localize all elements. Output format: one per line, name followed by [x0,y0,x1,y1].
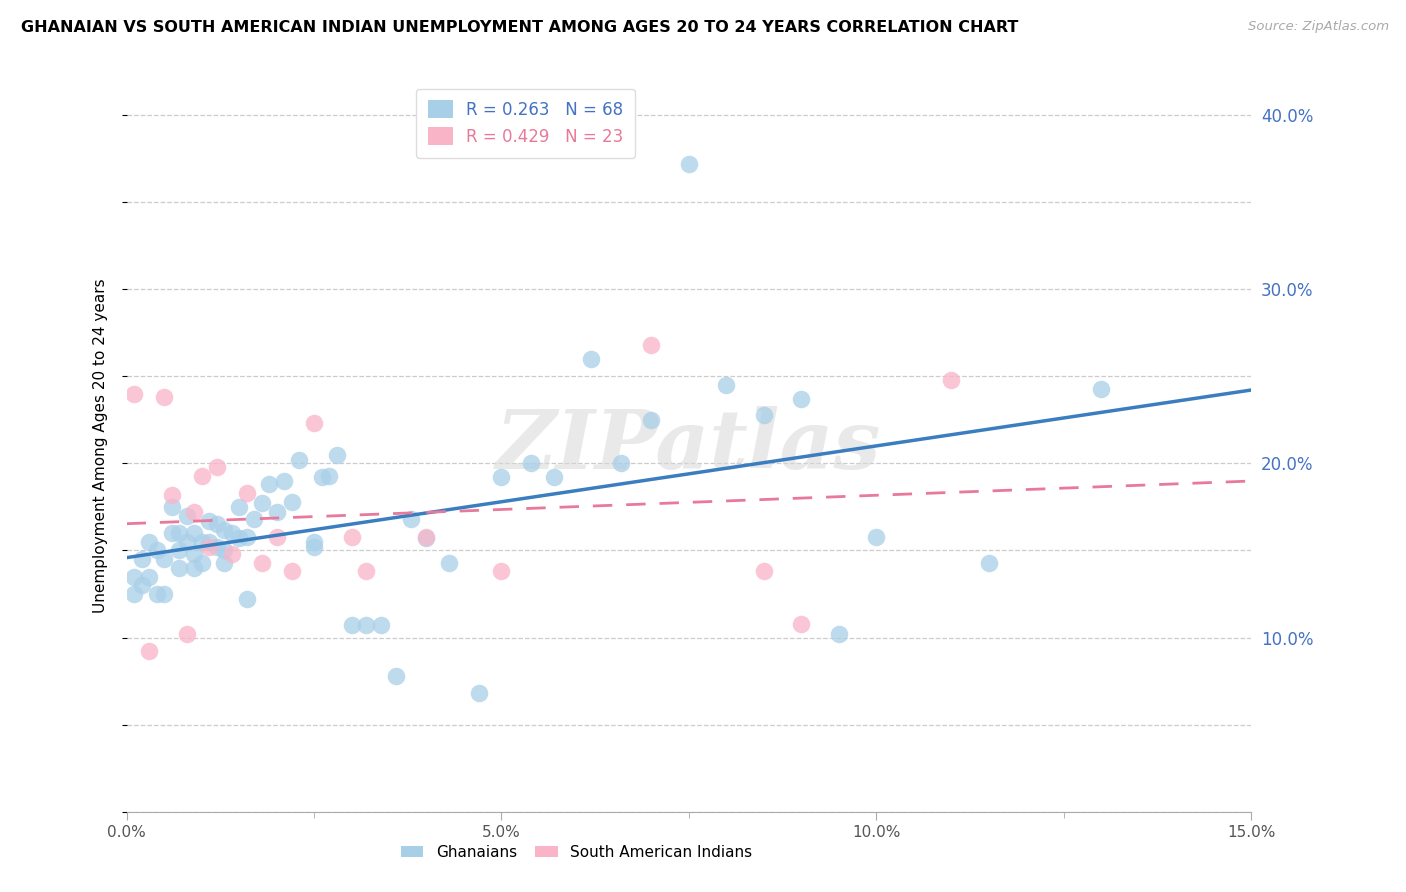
South American Indians [198,540,221,554]
Ghanaians [183,526,205,541]
South American Indians [752,565,775,579]
Ghanaians [581,351,603,366]
Ghanaians [288,453,311,467]
Ghanaians [183,547,205,561]
Ghanaians [437,556,460,570]
Ghanaians [122,587,145,601]
South American Indians [205,459,228,474]
Ghanaians [325,448,347,462]
Text: Source: ZipAtlas.com: Source: ZipAtlas.com [1249,20,1389,33]
Ghanaians [190,534,212,549]
Ghanaians [280,494,302,508]
Ghanaians [205,517,228,532]
Ghanaians [401,512,423,526]
Ghanaians [138,534,160,549]
South American Indians [190,468,212,483]
Ghanaians [385,669,408,683]
Ghanaians [167,561,190,575]
Ghanaians [468,686,491,700]
Ghanaians [221,526,243,541]
South American Indians [280,565,302,579]
Ghanaians [212,543,235,558]
South American Indians [176,627,198,641]
South American Indians [122,386,145,401]
Ghanaians [678,157,700,171]
Ghanaians [176,534,198,549]
Text: GHANAIAN VS SOUTH AMERICAN INDIAN UNEMPLOYMENT AMONG AGES 20 TO 24 YEARS CORRELA: GHANAIAN VS SOUTH AMERICAN INDIAN UNEMPL… [21,20,1018,35]
Ghanaians [543,470,565,484]
South American Indians [160,488,183,502]
Ghanaians [190,556,212,570]
Ghanaians [340,618,363,632]
Ghanaians [183,561,205,575]
Ghanaians [167,543,190,558]
Ghanaians [205,540,228,554]
Ghanaians [370,618,392,632]
Ghanaians [198,514,221,528]
Ghanaians [122,569,145,583]
Ghanaians [828,627,851,641]
Text: ZIPatlas: ZIPatlas [496,406,882,486]
Ghanaians [1090,382,1112,396]
Ghanaians [160,526,183,541]
Ghanaians [212,523,235,537]
Ghanaians [302,540,325,554]
Ghanaians [491,470,513,484]
Ghanaians [153,552,176,566]
South American Indians [356,565,378,579]
Ghanaians [235,530,257,544]
South American Indians [340,530,363,544]
Ghanaians [167,526,190,541]
Ghanaians [228,531,250,545]
Ghanaians [415,531,437,545]
Ghanaians [228,500,250,514]
Ghanaians [235,592,257,607]
Ghanaians [145,587,167,601]
South American Indians [250,556,273,570]
Legend: Ghanaians, South American Indians: Ghanaians, South American Indians [395,839,758,866]
Ghanaians [131,578,153,592]
South American Indians [153,390,176,404]
Ghanaians [318,468,340,483]
Ghanaians [153,587,176,601]
South American Indians [491,565,513,579]
Ghanaians [716,378,738,392]
South American Indians [415,530,437,544]
Ghanaians [131,552,153,566]
South American Indians [790,616,813,631]
Ghanaians [356,618,378,632]
Ghanaians [145,543,167,558]
Ghanaians [243,512,266,526]
Ghanaians [977,556,1000,570]
South American Indians [941,373,963,387]
South American Indians [235,486,257,500]
Ghanaians [198,534,221,549]
Ghanaians [865,530,887,544]
Ghanaians [273,474,295,488]
Ghanaians [520,457,543,471]
Ghanaians [640,413,662,427]
Y-axis label: Unemployment Among Ages 20 to 24 years: Unemployment Among Ages 20 to 24 years [93,278,108,614]
Ghanaians [302,534,325,549]
South American Indians [266,530,288,544]
Ghanaians [752,408,775,422]
Ghanaians [790,392,813,406]
Ghanaians [250,496,273,510]
Ghanaians [257,477,280,491]
South American Indians [640,338,662,352]
Ghanaians [160,500,183,514]
Ghanaians [176,508,198,523]
South American Indians [302,417,325,431]
South American Indians [183,505,205,519]
Ghanaians [212,556,235,570]
South American Indians [221,547,243,561]
Ghanaians [138,569,160,583]
Ghanaians [610,457,633,471]
Ghanaians [266,505,288,519]
South American Indians [138,644,160,658]
Ghanaians [311,470,333,484]
